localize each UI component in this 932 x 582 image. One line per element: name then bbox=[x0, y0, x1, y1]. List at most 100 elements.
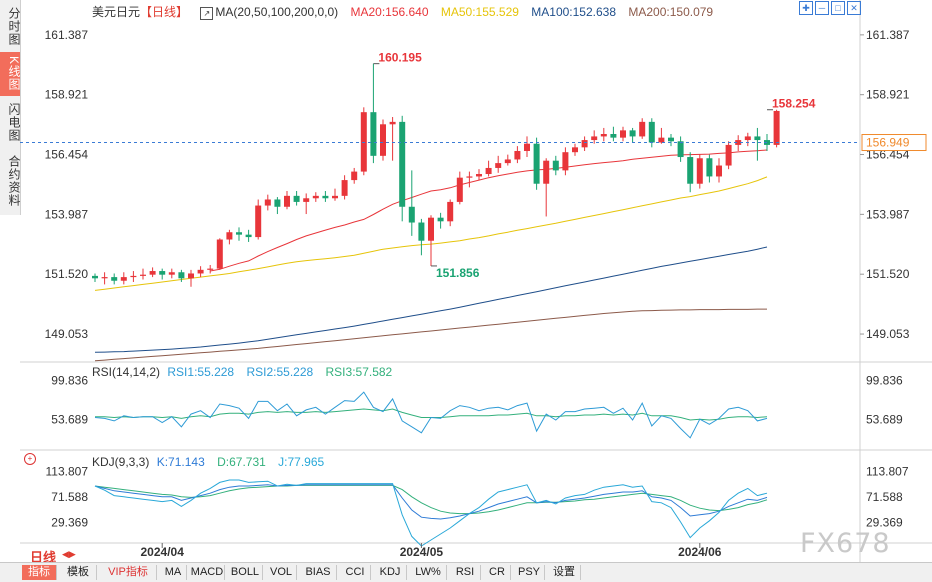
price-tick-right: 161.387 bbox=[866, 28, 910, 42]
rsi1-value: RSI1:55.228 bbox=[167, 365, 235, 379]
candle-body bbox=[130, 275, 137, 278]
candle-body bbox=[149, 271, 156, 275]
tab-psy[interactable]: PSY bbox=[514, 565, 545, 580]
candle-body bbox=[581, 140, 588, 148]
kdj-label: KDJ(9,3,3) bbox=[92, 455, 150, 469]
candle-body bbox=[197, 269, 204, 274]
price-tick-left: 153.987 bbox=[45, 207, 89, 221]
minimize-icon[interactable]: ─ bbox=[815, 1, 829, 15]
k-value: K:71.143 bbox=[156, 455, 205, 469]
kdj-tick-right: 113.807 bbox=[866, 465, 909, 479]
candle-body bbox=[101, 277, 108, 279]
candle-body bbox=[610, 134, 617, 138]
rsi-legend: RSI(14,14,2) RSI1:55.228 RSI2:55.228 RSI… bbox=[92, 365, 401, 379]
date-tick-label: 2024/06 bbox=[678, 545, 722, 559]
candle-body bbox=[514, 150, 521, 160]
candle-body bbox=[773, 110, 780, 145]
tab-kdj[interactable]: KDJ bbox=[374, 565, 407, 580]
candle-body bbox=[629, 130, 636, 137]
candle-body bbox=[687, 157, 694, 184]
candle-body bbox=[178, 272, 185, 279]
tab-contract-info[interactable]: 合约资料 bbox=[7, 155, 21, 207]
tab-flash-chart[interactable]: 闪电图 bbox=[7, 102, 21, 142]
candle-body bbox=[591, 136, 598, 141]
candle-body bbox=[332, 195, 338, 199]
candle-body bbox=[312, 195, 319, 199]
tab-lw[interactable]: LW% bbox=[410, 565, 447, 580]
tab-kline[interactable]: K线图 bbox=[0, 52, 21, 96]
candle-body bbox=[360, 112, 367, 172]
price-tick-right: 149.053 bbox=[866, 327, 910, 341]
candle-body bbox=[437, 217, 444, 222]
kline-chart[interactable]: 160.195 151.856 158.254 161.387 161.387 158.… bbox=[0, 0, 932, 562]
main-legend: 美元日元【日线】 ↗ MA(20,50,100,200,0,0) MA20:156… bbox=[92, 3, 722, 20]
price-tick-left: 149.053 bbox=[45, 327, 89, 341]
candle-body bbox=[658, 137, 665, 143]
candle-body bbox=[572, 147, 578, 153]
ma200-line bbox=[94, 308, 767, 362]
period-selector[interactable]: 日线 bbox=[30, 550, 57, 565]
candle-body bbox=[274, 199, 281, 207]
tab-boll[interactable]: BOLL bbox=[228, 565, 263, 580]
candle-body bbox=[188, 273, 194, 279]
kdj-d-line bbox=[94, 484, 768, 515]
ma100-line bbox=[94, 246, 768, 353]
tab-settings[interactable]: 设置 bbox=[548, 565, 581, 580]
candle-body bbox=[341, 180, 348, 196]
tab-cci[interactable]: CCI bbox=[340, 565, 371, 580]
candle-body bbox=[216, 239, 223, 269]
date-tick-label: 2024/05 bbox=[400, 545, 444, 559]
rsi-tick-left: 99.836 bbox=[51, 373, 88, 387]
current-price-label: 156.949 bbox=[866, 136, 910, 150]
tab-templates[interactable]: 模板 bbox=[60, 565, 97, 580]
restore-icon[interactable]: □ bbox=[831, 1, 845, 15]
rsi1-line bbox=[94, 391, 768, 439]
candle-body bbox=[168, 272, 175, 275]
close-icon[interactable]: ✕ bbox=[847, 1, 861, 15]
candle-body bbox=[476, 174, 482, 177]
candle-body bbox=[380, 124, 386, 156]
candle-body bbox=[620, 130, 626, 138]
last-price-label: 158.254 bbox=[772, 97, 816, 111]
price-tick-right: 156.454 bbox=[866, 148, 910, 162]
crosshair-icon[interactable]: + bbox=[24, 453, 36, 465]
tab-rsi[interactable]: RSI bbox=[450, 565, 481, 580]
current-price-tag bbox=[861, 134, 927, 152]
tab-ma[interactable]: MA bbox=[160, 565, 187, 580]
candle-body bbox=[706, 158, 713, 177]
low-price-label: 151.856 bbox=[436, 266, 480, 280]
tab-vol[interactable]: VOL bbox=[266, 565, 297, 580]
period-arrows-icon[interactable]: ◀▶ bbox=[62, 549, 76, 559]
tab-cr[interactable]: CR bbox=[484, 565, 511, 580]
ma20-line bbox=[210, 149, 768, 272]
tab-macd[interactable]: MACD bbox=[190, 565, 225, 580]
kdj-tick-left: 29.369 bbox=[51, 515, 88, 529]
expand-icon[interactable]: ✚ bbox=[799, 1, 813, 15]
tab-vip-indicators[interactable]: VIP指标 bbox=[100, 565, 157, 580]
candle-body bbox=[92, 275, 98, 279]
candle-body bbox=[677, 141, 684, 158]
candle-body bbox=[485, 167, 492, 175]
d-value: D:67.731 bbox=[217, 455, 266, 469]
instrument-title: 美元日元 bbox=[92, 5, 141, 19]
price-tick-right: 153.987 bbox=[866, 207, 910, 221]
period-tag: 【日线】 bbox=[140, 5, 189, 19]
candle-body bbox=[504, 159, 511, 164]
candle-body bbox=[533, 143, 540, 184]
candle-body bbox=[428, 217, 434, 241]
candle-body bbox=[552, 160, 559, 171]
candle-body bbox=[648, 121, 655, 143]
price-tick-right: 151.520 bbox=[866, 267, 910, 281]
candle-body bbox=[735, 140, 742, 145]
candle-body bbox=[456, 177, 463, 202]
tab-bias[interactable]: BIAS bbox=[300, 565, 337, 580]
price-tick-right: 158.921 bbox=[866, 88, 910, 102]
tab-timeshare[interactable]: 分时图 bbox=[7, 6, 21, 46]
candle-body bbox=[351, 171, 358, 181]
tab-indicators[interactable]: 指标 bbox=[22, 565, 57, 580]
ma50-value: MA50:155.529 bbox=[440, 5, 519, 19]
candle-body bbox=[543, 160, 550, 184]
kdj-legend: KDJ(9,3,3) K:71.143 D:67.731 J:77.965 bbox=[92, 455, 333, 469]
watermark: FX678 bbox=[800, 528, 891, 559]
ma-settings-icon[interactable]: ↗ bbox=[200, 7, 214, 20]
